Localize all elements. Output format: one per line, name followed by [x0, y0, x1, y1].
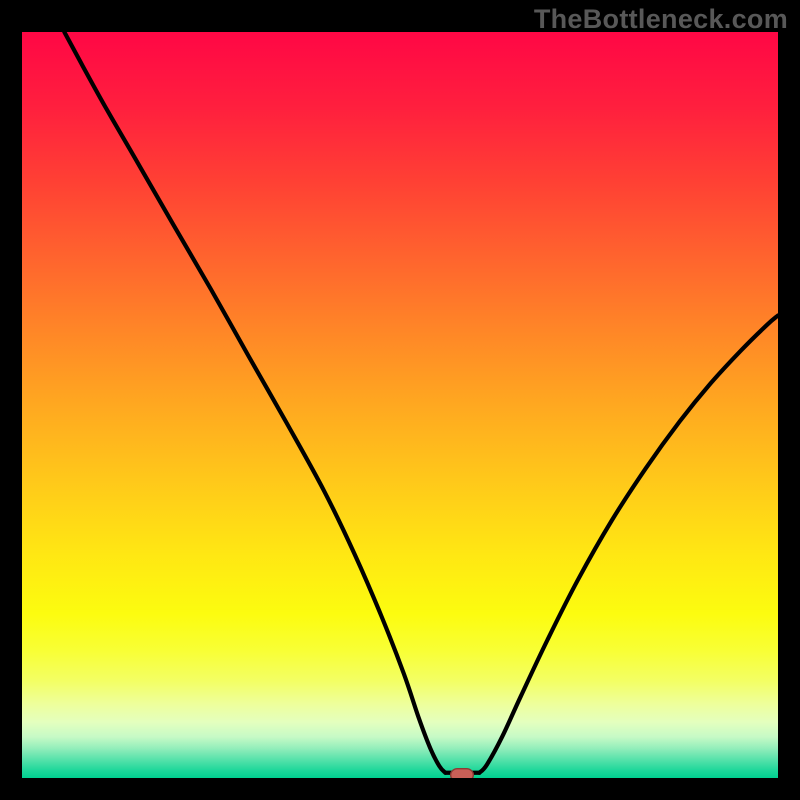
bottleneck-curve-layer [22, 32, 778, 778]
watermark-text: TheBottleneck.com [534, 4, 788, 35]
optimum-marker [451, 769, 474, 778]
chart-container: TheBottleneck.com [0, 0, 800, 800]
right-curve [479, 315, 778, 772]
left-curve [64, 32, 445, 773]
plot-area [22, 32, 778, 778]
